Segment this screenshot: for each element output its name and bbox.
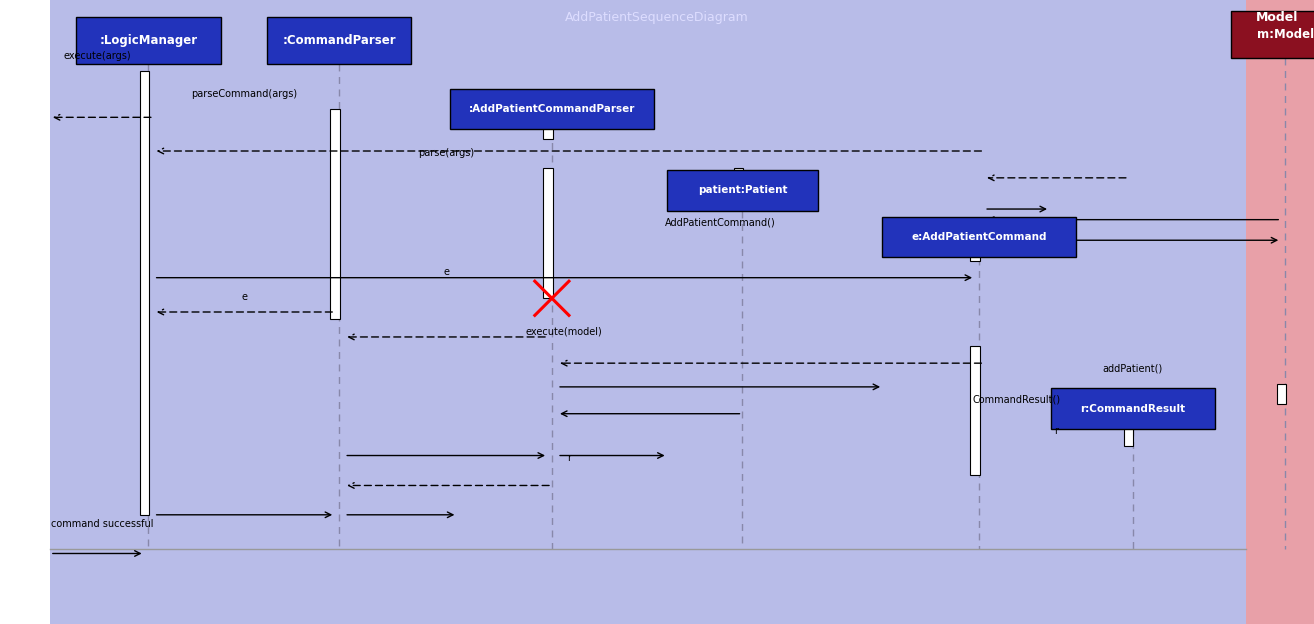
Text: :AddPatientCommandParser: :AddPatientCommandParser bbox=[469, 104, 635, 114]
Bar bbox=[543, 109, 552, 139]
Text: patient:Patient: patient:Patient bbox=[698, 185, 787, 195]
Bar bbox=[666, 170, 817, 211]
Bar bbox=[76, 17, 221, 64]
Text: parse(args): parse(args) bbox=[418, 149, 474, 158]
Bar bbox=[267, 17, 411, 64]
Bar bbox=[139, 71, 150, 515]
Text: AddPatientSequenceDiagram: AddPatientSequenceDiagram bbox=[565, 11, 749, 24]
Bar bbox=[1231, 11, 1314, 57]
Text: m:Model: m:Model bbox=[1256, 28, 1314, 41]
Text: Model: Model bbox=[1256, 11, 1298, 24]
Text: addPatient(): addPatient() bbox=[1102, 364, 1163, 374]
Bar bbox=[1123, 409, 1133, 446]
Bar bbox=[1050, 388, 1214, 429]
Bar bbox=[735, 168, 744, 210]
Bar bbox=[0, 0, 50, 624]
Text: execute(model): execute(model) bbox=[526, 326, 603, 336]
Text: parseCommand(args): parseCommand(args) bbox=[192, 89, 297, 99]
Text: e:AddPatientCommand: e:AddPatientCommand bbox=[911, 232, 1047, 242]
Text: CommandResult(): CommandResult() bbox=[972, 395, 1062, 405]
Text: r: r bbox=[566, 453, 572, 463]
Bar bbox=[543, 168, 552, 298]
Text: execute(args): execute(args) bbox=[63, 51, 131, 61]
Bar bbox=[449, 89, 653, 130]
Bar bbox=[1246, 0, 1314, 624]
Bar bbox=[970, 237, 979, 261]
Bar bbox=[331, 109, 339, 319]
Text: AddPatientCommand(): AddPatientCommand() bbox=[665, 217, 775, 227]
Bar bbox=[1276, 384, 1285, 404]
Text: e: e bbox=[242, 292, 247, 302]
Text: r: r bbox=[1054, 426, 1059, 436]
Text: command successful: command successful bbox=[50, 519, 154, 529]
Text: r:CommandResult: r:CommandResult bbox=[1080, 404, 1185, 414]
Text: :LogicManager: :LogicManager bbox=[100, 34, 197, 47]
Bar bbox=[882, 217, 1076, 258]
Text: e: e bbox=[443, 267, 449, 277]
Bar bbox=[970, 346, 979, 475]
Text: :CommandParser: :CommandParser bbox=[283, 34, 396, 47]
